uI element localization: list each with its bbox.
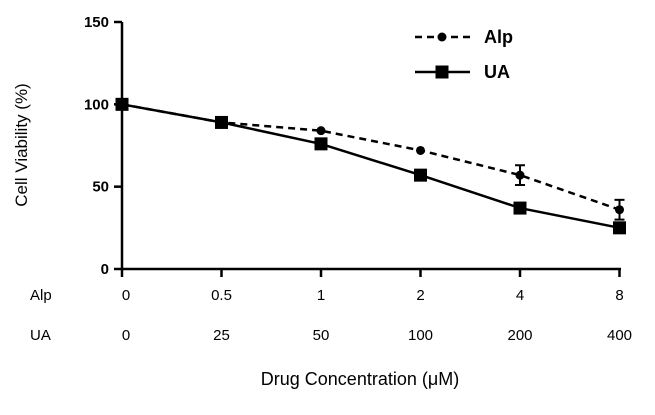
x-tick-label: 100 <box>408 327 433 344</box>
data-point-ua <box>414 168 427 182</box>
y-tick-label: 100 <box>84 96 109 113</box>
axes: 0 50 100 150 Alp 0 0.5 1 2 4 8 UA 0 25 50 100 200 400 <box>30 14 632 344</box>
x-tick-label: 0.5 <box>211 287 232 304</box>
data-point-ua <box>115 97 129 111</box>
legend-marker-alp <box>437 32 447 42</box>
y-axis-label: Cell Viability (%) <box>12 83 31 206</box>
legend-label-alp: Alp <box>484 27 513 47</box>
x-tick-label: 4 <box>516 287 524 304</box>
x-tick-label: 200 <box>507 327 532 344</box>
x-tick-label: 25 <box>213 327 230 344</box>
data-point-alp <box>316 126 326 136</box>
legend: Alp UA <box>415 27 513 82</box>
x-tick-label: 50 <box>313 327 330 344</box>
y-tick-label: 0 <box>101 261 109 278</box>
data-point-alp <box>615 205 624 215</box>
series-line-ua <box>121 103 620 230</box>
y-tick-label: 150 <box>84 14 109 31</box>
data-point-ua <box>215 115 228 129</box>
legend-marker-ua <box>435 65 449 79</box>
series-line-alp <box>121 103 620 211</box>
x-tick-label: 0 <box>122 287 130 304</box>
x-tick-label: 0 <box>122 327 130 344</box>
legend-label-ua: UA <box>484 62 510 82</box>
x-tick-label: 2 <box>416 287 424 304</box>
category-row-label: UA <box>30 327 51 344</box>
x-tick-label: 1 <box>317 287 325 304</box>
x-tick-label: 8 <box>615 287 623 304</box>
category-row-label: Alp <box>30 287 52 304</box>
x-axis-label: Drug Concentration (μM) <box>261 369 459 389</box>
x-tick-label: 400 <box>607 327 632 344</box>
data-point-ua <box>513 201 527 215</box>
data-point-ua <box>613 221 626 235</box>
data-point-alp <box>416 145 425 155</box>
series-layer <box>115 97 626 235</box>
data-point-alp <box>515 170 525 180</box>
data-point-ua <box>314 137 328 151</box>
y-tick-label: 50 <box>92 179 109 196</box>
